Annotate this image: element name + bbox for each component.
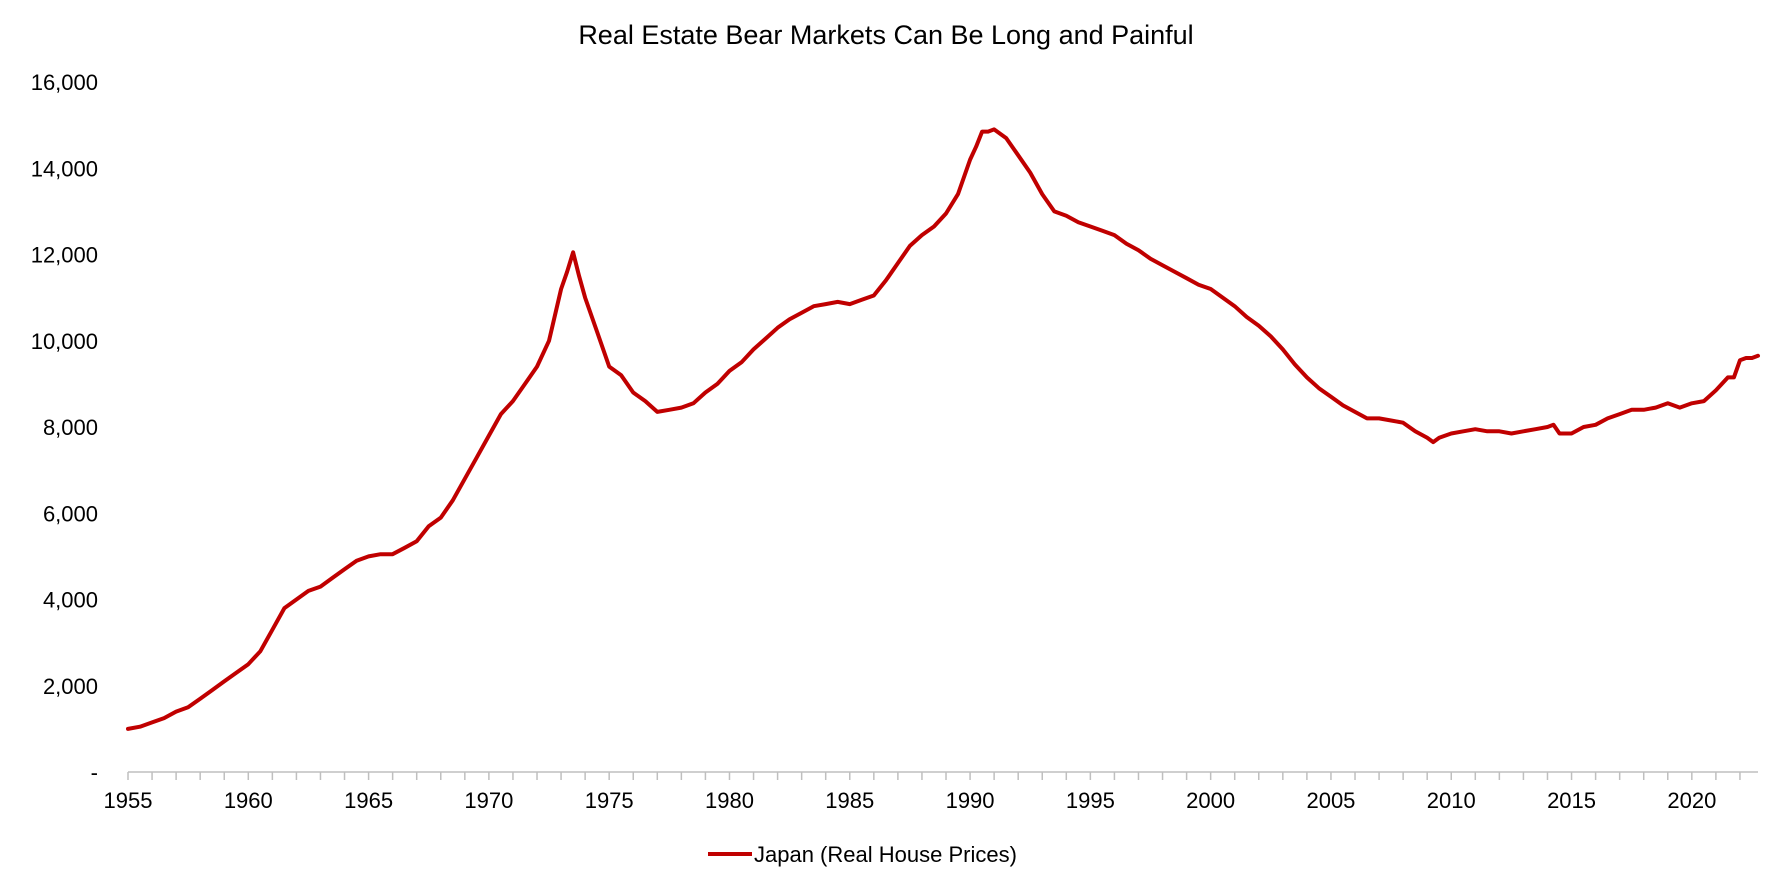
y-tick-label: 6,000 xyxy=(43,501,98,526)
x-tick-label: 1975 xyxy=(585,788,634,813)
y-axis-ticks: - 2,000 4,000 6,000 8,000 10,000 12,000 14,000 1… xyxy=(31,70,98,785)
y-tick-label: 8,000 xyxy=(43,415,98,440)
y-tick-label: 4,000 xyxy=(43,588,98,613)
y-tick-label: 10,000 xyxy=(31,329,98,354)
x-tick-label: 1980 xyxy=(705,788,754,813)
x-tick-label: 1960 xyxy=(224,788,273,813)
x-tick-label: 1995 xyxy=(1066,788,1115,813)
plot-area: - 2,000 4,000 6,000 8,000 10,000 12,000 14,000 1… xyxy=(31,70,1760,813)
x-tick-label: 2000 xyxy=(1186,788,1235,813)
x-axis-ticks: 1955 1960 1965 1970 1975 1980 1985 1990 1995 2000… xyxy=(104,772,1741,813)
x-tick-label: 1965 xyxy=(344,788,393,813)
x-tick-label: 1970 xyxy=(464,788,513,813)
x-tick-label: 1955 xyxy=(104,788,153,813)
y-tick-label: 14,000 xyxy=(31,156,98,181)
series-group xyxy=(126,127,1760,731)
x-tick-label: 1990 xyxy=(946,788,995,813)
legend: Japan (Real House Prices) xyxy=(708,842,1017,867)
x-tick-label: 2015 xyxy=(1547,788,1596,813)
y-tick-label: - xyxy=(91,760,98,785)
y-tick-label: 16,000 xyxy=(31,70,98,95)
legend-label: Japan (Real House Prices) xyxy=(754,842,1017,867)
x-tick-label: 2020 xyxy=(1667,788,1716,813)
chart-title: Real Estate Bear Markets Can Be Long and… xyxy=(578,20,1193,50)
x-tick-label: 2010 xyxy=(1427,788,1476,813)
x-tick-label: 1985 xyxy=(825,788,874,813)
y-tick-label: 2,000 xyxy=(43,674,98,699)
series-line xyxy=(126,127,1760,731)
y-tick-label: 12,000 xyxy=(31,243,98,268)
x-tick-label: 2005 xyxy=(1306,788,1355,813)
